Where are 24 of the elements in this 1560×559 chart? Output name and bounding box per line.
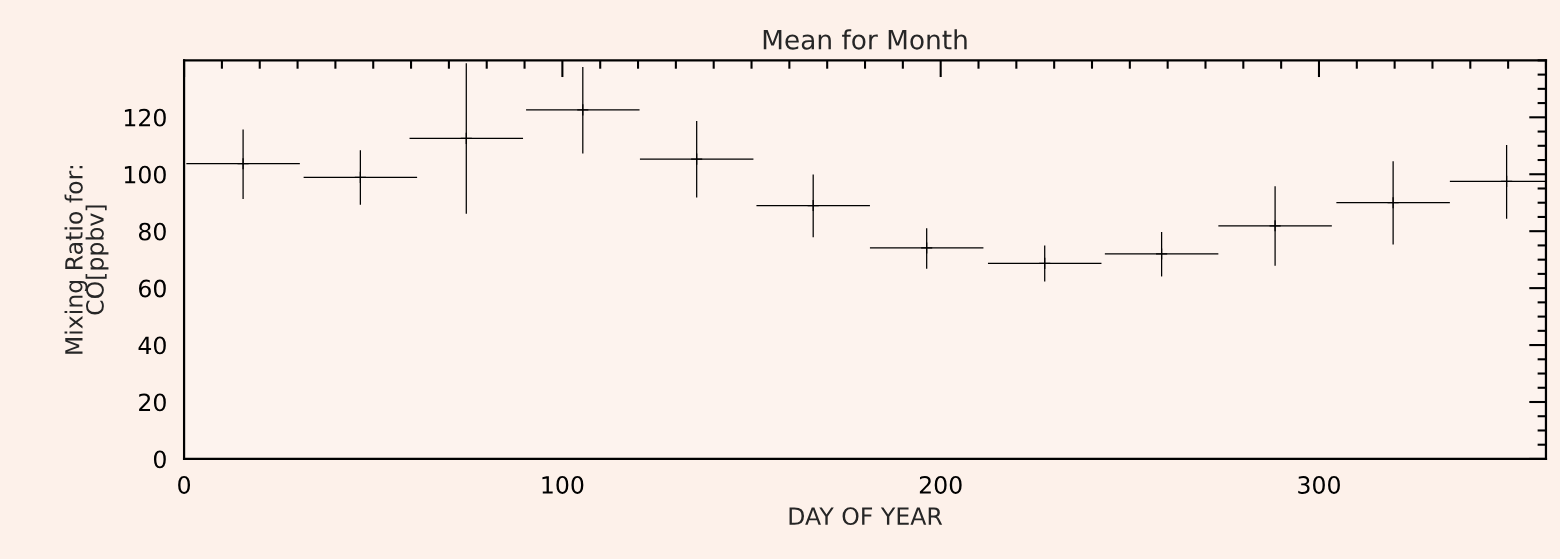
y-tick-label: 120 <box>124 108 166 127</box>
point <box>1386 196 1400 209</box>
point <box>576 103 589 117</box>
x-axis-title: DAY OF YEAR <box>789 507 943 526</box>
x-tick-label: 100 <box>542 476 584 494</box>
y-axis-title: Mixing Ratio for: CO[ppbv] <box>64 165 109 354</box>
y-tick-label: 80 <box>138 222 166 241</box>
y-tick-label: 60 <box>139 279 166 298</box>
y-tick-label: 20 <box>139 393 166 412</box>
point <box>807 199 820 212</box>
chart-title: Mean for Month <box>763 29 967 50</box>
y-tick-label: 0 <box>153 450 166 469</box>
x-tick-label: 300 <box>1298 476 1340 494</box>
point <box>690 152 703 166</box>
y-tick-label: 40 <box>138 336 166 355</box>
x-tick-label: 0 <box>178 476 191 494</box>
point <box>460 132 473 145</box>
point <box>236 157 250 170</box>
point <box>1155 247 1168 261</box>
point <box>920 241 933 255</box>
point <box>1038 257 1051 270</box>
point <box>1268 219 1282 232</box>
x-tick-label: 200 <box>919 476 962 494</box>
y-tick-label: 100 <box>124 165 166 184</box>
